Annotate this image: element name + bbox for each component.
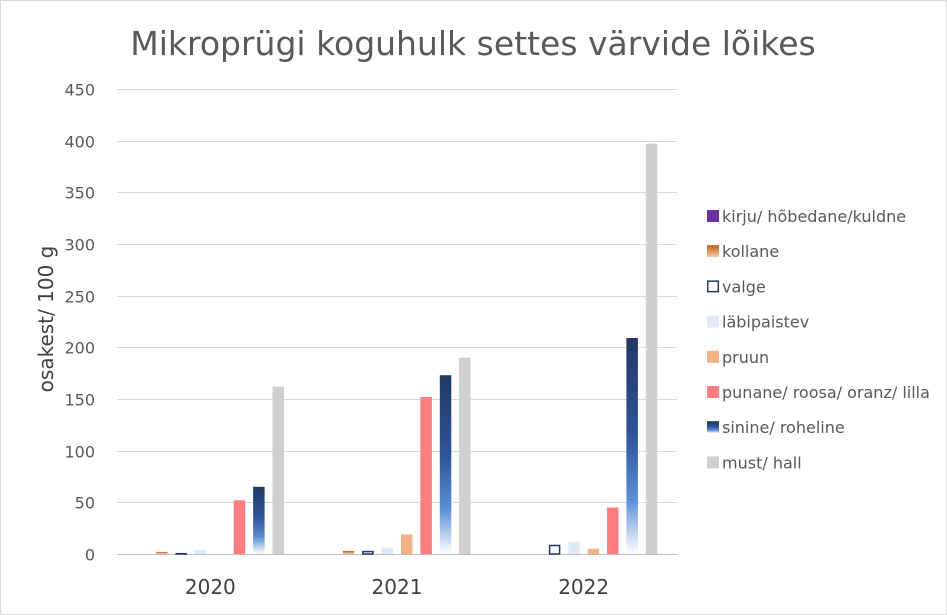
bar [194, 549, 207, 554]
bar [420, 396, 432, 554]
legend-swatch [707, 245, 719, 258]
y-axis-label: osakest/ 100 g [34, 246, 58, 393]
legend-label: valge [722, 277, 766, 296]
y-tick-label: 50 [75, 494, 95, 513]
bar [381, 547, 394, 554]
legend-swatch [707, 421, 719, 434]
bar [439, 375, 452, 554]
bars [156, 143, 658, 555]
legend-label: must/ hall [722, 453, 802, 472]
legend-swatch [707, 386, 719, 398]
bar [587, 548, 600, 554]
legend-swatch [707, 280, 719, 293]
legend-item: läbipaistev [707, 313, 809, 332]
legend-swatch [707, 456, 719, 469]
legend-label: kollane [722, 242, 779, 261]
x-tick-label: 2020 [185, 575, 236, 599]
y-tick-labels: 0 50 100 150 200 250 300 350 400 450 [64, 81, 95, 565]
bar [626, 338, 638, 554]
y-tick-label: 100 [64, 443, 95, 462]
x-tick-label: 2022 [558, 575, 609, 599]
y-tick-label: 450 [64, 81, 95, 100]
bar [459, 357, 471, 554]
y-tick-label: 400 [64, 133, 95, 152]
legend-label: kirju/ hõbedane/kuldne [722, 207, 906, 226]
bar [342, 550, 355, 554]
y-tick-label: 250 [64, 288, 95, 307]
bar [233, 500, 246, 554]
legend-label: läbipaistev [722, 313, 809, 332]
legend-item: punane/ roosa/ oranz/ lilla [707, 383, 930, 402]
bar [645, 143, 658, 555]
y-tick-label: 350 [64, 184, 95, 203]
legend-item: sinine/ roheline [707, 418, 845, 437]
x-tick-labels: 2020 2021 2022 [185, 575, 609, 599]
bar [253, 486, 265, 554]
bar [548, 544, 561, 555]
legend-swatch [707, 350, 719, 363]
legend-item: pruun [707, 348, 769, 367]
legend-swatch [707, 210, 719, 222]
legend-item: kollane [707, 242, 779, 261]
y-tick-label: 0 [85, 546, 95, 565]
bar [568, 541, 580, 554]
bar [156, 551, 168, 554]
bar [272, 386, 284, 554]
legend-label: punane/ roosa/ oranz/ lilla [722, 383, 930, 402]
gridlines [117, 89, 677, 555]
y-tick-label: 300 [64, 236, 95, 255]
legend: kirju/ hõbedane/kuldne kollane valge läbipa… [707, 207, 930, 472]
legend-item: kirju/ hõbedane/kuldne [707, 207, 906, 226]
y-tick-label: 200 [64, 339, 95, 358]
legend-label: pruun [722, 348, 769, 367]
x-tick-label: 2021 [372, 575, 423, 599]
y-tick-label: 150 [64, 391, 95, 410]
bar [401, 534, 413, 554]
bar [362, 550, 374, 555]
legend-item: must/ hall [707, 453, 802, 472]
bar [607, 507, 619, 554]
legend-item: valge [707, 277, 766, 296]
legend-label: sinine/ roheline [722, 418, 845, 437]
legend-swatch [707, 315, 719, 328]
chart-title: Mikroprügi koguhulk settes värvide lõike… [130, 24, 815, 63]
